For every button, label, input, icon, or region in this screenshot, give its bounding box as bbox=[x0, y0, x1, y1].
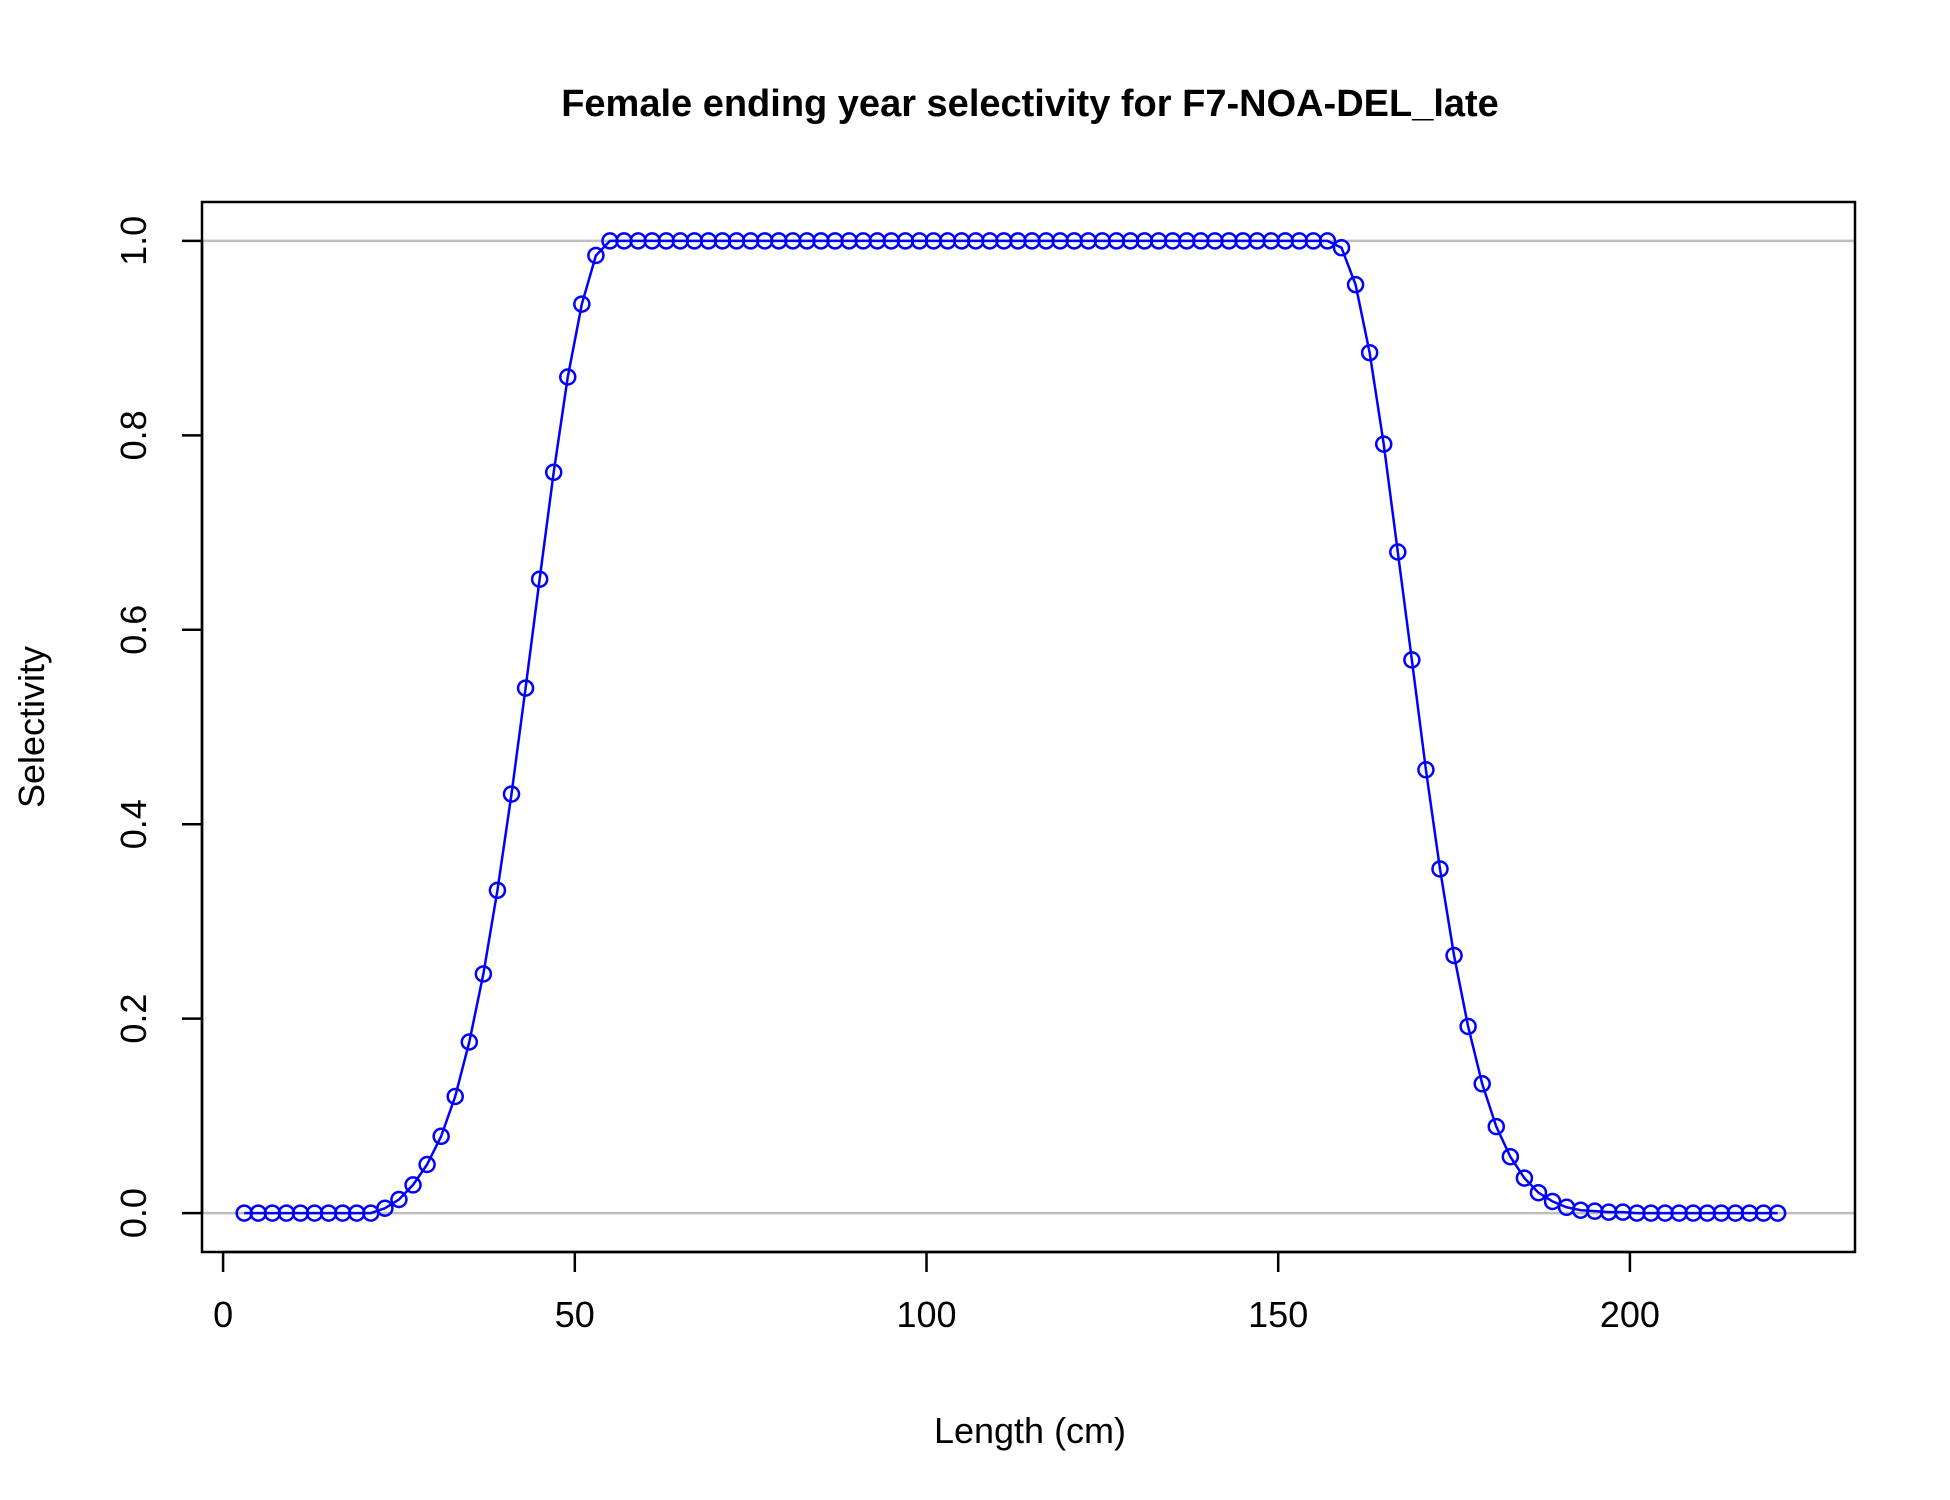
x-tick-label: 0 bbox=[213, 1294, 233, 1335]
x-tick-label: 200 bbox=[1600, 1294, 1660, 1335]
data-point bbox=[460, 1033, 479, 1051]
data-point bbox=[1318, 232, 1337, 250]
x-tick-label: 150 bbox=[1248, 1294, 1308, 1335]
data-point bbox=[418, 1155, 436, 1174]
data-point bbox=[1374, 435, 1393, 453]
data-point bbox=[1360, 343, 1379, 362]
series-layer bbox=[235, 232, 1787, 1222]
data-point bbox=[474, 965, 493, 983]
data-point bbox=[1346, 275, 1365, 294]
data-point bbox=[502, 785, 521, 803]
x-axis-label: Length (cm) bbox=[934, 1410, 1126, 1451]
data-point bbox=[573, 295, 591, 313]
data-point bbox=[488, 881, 507, 900]
x-tick-label: 100 bbox=[896, 1294, 956, 1335]
x-tick-label: 50 bbox=[555, 1294, 595, 1335]
y-tick-label: 0.6 bbox=[113, 605, 154, 655]
data-point bbox=[1445, 946, 1463, 965]
data-point bbox=[446, 1087, 464, 1106]
data-point bbox=[376, 1199, 394, 1217]
y-axis-label: Selectivity bbox=[11, 646, 52, 808]
data-point bbox=[1431, 860, 1449, 878]
data-point bbox=[559, 368, 577, 386]
data-point bbox=[1543, 1192, 1562, 1211]
data-point bbox=[1501, 1147, 1520, 1166]
data-point bbox=[1403, 651, 1421, 669]
data-point bbox=[1417, 761, 1435, 779]
chart-title: Female ending year selectivity for F7-NO… bbox=[561, 83, 1499, 125]
data-point bbox=[1487, 1117, 1506, 1136]
y-tick-label: 0.4 bbox=[113, 799, 154, 849]
data-point bbox=[1515, 1169, 1534, 1187]
data-point bbox=[544, 463, 563, 482]
data-point bbox=[390, 1190, 408, 1209]
data-point bbox=[1768, 1204, 1787, 1222]
data-point bbox=[587, 246, 605, 265]
x-axis: 0 50 100 150 200 bbox=[213, 1250, 1660, 1335]
data-point bbox=[516, 679, 535, 697]
y-tick-label: 0.0 bbox=[113, 1188, 154, 1238]
y-tick-label: 0.8 bbox=[113, 410, 154, 460]
data-point bbox=[1529, 1183, 1548, 1202]
data-point bbox=[1332, 238, 1351, 257]
data-point bbox=[530, 570, 549, 588]
plot-frame bbox=[200, 200, 1857, 1254]
data-point bbox=[404, 1176, 422, 1194]
reference-lines bbox=[202, 239, 1855, 1215]
y-tick-label: 1.0 bbox=[113, 216, 154, 266]
data-point bbox=[1473, 1075, 1491, 1093]
series-line bbox=[244, 239, 1778, 1215]
y-tick-label: 0.2 bbox=[113, 994, 154, 1044]
data-point bbox=[1459, 1017, 1477, 1036]
data-point bbox=[1389, 543, 1407, 561]
y-axis: 0.0 0.2 0.4 0.6 0.8 1.0 bbox=[113, 216, 204, 1238]
data-point bbox=[432, 1127, 450, 1146]
